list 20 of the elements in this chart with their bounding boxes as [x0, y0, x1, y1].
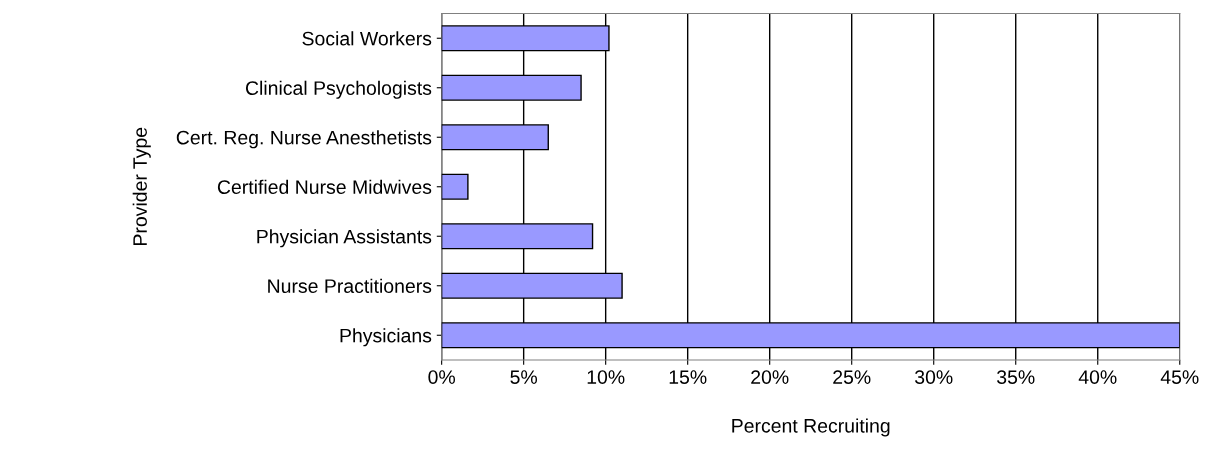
- y-tick-label: Certified Nurse Midwives: [217, 179, 432, 194]
- x-tick-label: 35%: [997, 370, 1035, 384]
- x-tick-label: 15%: [669, 370, 707, 384]
- y-tick-label: Social Workers: [302, 31, 432, 46]
- x-tick-label: 5%: [510, 370, 538, 384]
- bar: [441, 173, 469, 200]
- x-tick-label: 0%: [428, 370, 456, 384]
- x-tick-label: 40%: [1078, 370, 1117, 384]
- x-axis-title: Percent Recruiting: [732, 418, 890, 437]
- y-tick-label: Nurse Practitioners: [268, 278, 432, 293]
- x-tick-label: 10%: [587, 370, 625, 384]
- y-tick-label: Physician Assistants: [257, 229, 432, 248]
- y-axis-title: Provider Type: [132, 127, 151, 245]
- x-tick-label: 45%: [1160, 370, 1199, 384]
- y-tick-label: Clinical Psychologists: [245, 80, 432, 99]
- x-tick-label: 25%: [833, 370, 871, 384]
- y-tick-label: Physicians: [340, 328, 432, 347]
- x-tick-label: 30%: [915, 370, 953, 384]
- x-tick-label: 20%: [751, 370, 789, 384]
- y-tick-label: Cert. Reg. Nurse Anesthetists: [176, 130, 432, 149]
